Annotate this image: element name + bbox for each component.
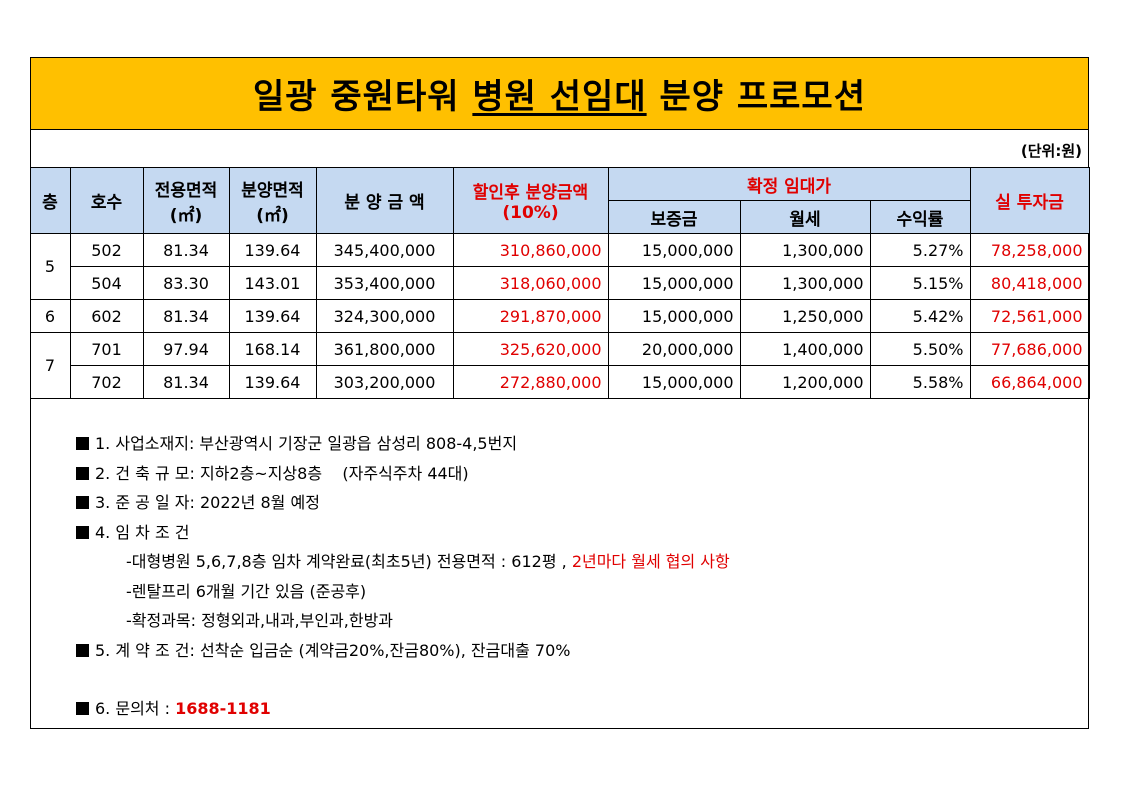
pricing-table: 층 호수 전용면적 (㎡) 분양면적 (㎡) 분 양 금 액 할인후 분양금액 (10… [29,167,1090,399]
header-monthly-rent: 월세 [739,200,871,234]
deposit-cell: 20,000,000 [607,332,741,366]
invest-cell: 77,686,000 [969,332,1090,366]
yield-cell: 5.58% [869,365,971,399]
note-lease-hospital: -대형병원 5,6,7,8층 임차 계약완료(최초5년) 전용면적 : 612평… [126,552,730,571]
floor-cell: 5 [29,233,71,300]
header-sale-price: 분 양 금 액 [315,167,454,234]
table-row: 6 602 81.34 139.64 324,300,000 291,870,000 15… [29,299,1090,333]
promotion-sheet: 일광 중원타워 병원 선임대 분양 프로모션 (단위:원) 층 호수 전용면적(… [29,57,1090,729]
header-yield: 수익률 [869,200,971,234]
deposit-cell: 15,000,000 [607,266,741,300]
header-exclusive-area: 전용면적 (㎡) [142,167,230,234]
area-cell: 139.64 [228,233,317,267]
area-cell: 139.64 [228,299,317,333]
square-bullet-icon [76,643,89,657]
square-bullet-icon [76,525,89,539]
invest-cell: 78,258,000 [969,233,1090,267]
unit-cell: 602 [69,299,144,333]
header-sale-area: 분양면적 (㎡) [228,167,317,234]
table-row: 702 81.34 139.64 303,200,000 272,880,000 15,0… [30,365,1090,399]
unit-cell: 702 [69,365,144,399]
invest-cell: 66,864,000 [969,365,1090,399]
deposit-cell: 15,000,000 [607,299,741,333]
rent-cell: 1,400,000 [739,332,871,366]
price-cell: 361,800,000 [315,332,454,366]
price-cell: 303,200,000 [315,365,454,399]
square-bullet-icon [76,437,89,450]
exclusive-cell: 83.30 [142,266,230,300]
title-text-end: 분양 프로모션 [659,77,866,117]
header-floor: 층 [29,167,71,234]
header-deposit: 보증금 [607,200,741,234]
deposit-cell: 15,000,000 [607,233,741,267]
exclusive-cell: 97.94 [142,332,230,366]
note-contract-terms: 5. 계 약 조 건: 선착순 입금순 (계약금20%,잔금80%), 잔금대출… [76,636,1088,666]
header-unit: 호수 [69,167,144,234]
discounted-cell: 325,620,000 [452,332,609,366]
page-title: 일광 중원타워 병원 선임대 분양 프로모션 [31,58,1088,130]
invest-cell: 72,561,000 [969,299,1090,333]
table-row: 7 701 97.94 168.14 361,800,000 325,620,000 20… [29,332,1090,399]
note-location: 1. 사업소재지: 부산광역시 기장군 일광읍 삼성리 808-4,5번지 [76,429,1088,459]
rent-cell: 1,250,000 [739,299,871,333]
invest-cell: 80,418,000 [969,266,1090,300]
rent-cell: 1,300,000 [739,233,871,267]
yield-cell: 5.27% [869,233,971,267]
area-cell: 139.64 [228,365,317,399]
note-contact: 6. 문의처 : 1688-1181 [76,694,1088,724]
unit-label: (단위:원) [1020,142,1082,160]
rent-cell: 1,200,000 [739,365,871,399]
note-completion: 3. 준 공 일 자: 2022년 8월 예정 [76,488,1088,518]
contact-phone[interactable]: 1688-1181 [175,699,271,718]
area-cell: 143.01 [228,266,317,300]
header-actual-investment: 실 투자금 [969,167,1090,234]
unit-cell: 502 [69,233,144,267]
unit-cell: 701 [69,332,144,366]
discounted-cell: 310,860,000 [452,233,609,267]
discounted-cell: 318,060,000 [452,266,609,300]
square-bullet-icon [76,496,89,509]
yield-cell: 5.42% [869,299,971,333]
price-cell: 353,400,000 [315,266,454,300]
table-row: 5 502 81.34 139.64 345,400,000 310,860,000 15… [29,233,1090,300]
square-bullet-icon [76,702,89,715]
discounted-cell: 291,870,000 [452,299,609,333]
rent-cell: 1,300,000 [739,266,871,300]
discounted-cell: 272,880,000 [452,365,609,399]
note-building-scale: 2. 건 축 규 모: 지하2층~지상8층 (자주식주차 44대) [76,459,1088,489]
note-lease-terms: 4. 임 차 조 건 [76,518,1088,548]
price-cell: 345,400,000 [315,233,454,267]
yield-cell: 5.15% [869,266,971,300]
exclusive-cell: 81.34 [142,233,230,267]
floor-cell: 6 [29,299,71,333]
price-cell: 324,300,000 [315,299,454,333]
square-bullet-icon [76,466,89,480]
note-rent-free: -렌탈프리 6개월 기간 있음 (준공후) [126,581,367,601]
deposit-cell: 15,000,000 [607,365,741,399]
header-lease: 확정 임대가 [607,167,971,201]
header-discount-price: 할인후 분양금액 (10%) [452,167,609,234]
exclusive-cell: 81.34 [142,365,230,399]
title-underlined: 병원 선임대 [472,77,647,117]
table-row: 504 83.30 143.01 353,400,000 318,060,000 15,0… [30,266,1090,300]
exclusive-cell: 81.34 [142,299,230,333]
title-text: 일광 중원타워 [253,77,460,117]
floor-cell: 7 [29,332,71,399]
notes-section: 1. 사업소재지: 부산광역시 기장군 일광읍 삼성리 808-4,5번지 2.… [31,399,1088,724]
note-departments: -확정과목: 정형외과,내과,부인과,한방과 [126,611,394,630]
area-cell: 168.14 [228,332,317,366]
unit-cell: 504 [69,266,144,300]
yield-cell: 5.50% [869,332,971,366]
